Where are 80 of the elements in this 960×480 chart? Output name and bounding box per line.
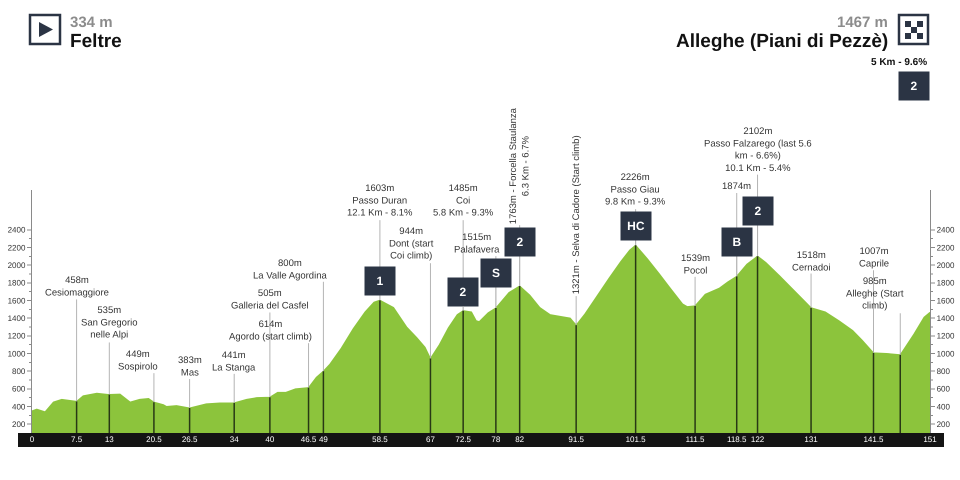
x-tick-label: 13 bbox=[104, 435, 114, 444]
x-tick-label: 141.5 bbox=[863, 435, 884, 444]
annotation: 2 bbox=[516, 235, 524, 249]
ref-line-label: 1603m Passo Duran 12.1 Km - 8.1% bbox=[347, 183, 414, 219]
x-tick-label: 34 bbox=[230, 435, 240, 444]
y-tick-label: 1600 bbox=[8, 296, 26, 306]
y-tick-label: 2400 bbox=[8, 226, 26, 235]
x-tick-label: 49 bbox=[318, 435, 328, 444]
ref-line-label: 505m Galleria del Casfel bbox=[231, 288, 309, 312]
x-tick-label: 151 bbox=[923, 435, 938, 444]
annotation: 1 bbox=[376, 274, 384, 288]
x-tick-label: 20.5 bbox=[146, 435, 162, 444]
ref-line-label: 1518m Cernadoi bbox=[792, 250, 831, 274]
text: Alleghe (Piani di Pezzè) bbox=[676, 31, 888, 52]
y2-tick-label: 2400 bbox=[936, 226, 955, 235]
ref-line-label: 441m La Stanga bbox=[212, 350, 256, 374]
x-tick-label: 122 bbox=[750, 435, 765, 444]
x-tick-label: 78 bbox=[491, 435, 501, 444]
y2-tick-label: 200 bbox=[936, 420, 950, 429]
y2-tick-label: 800 bbox=[936, 366, 950, 376]
y-tick-label: 1400 bbox=[8, 314, 26, 323]
text: 5 Km - 9.6% bbox=[871, 57, 928, 68]
ref-line-label: 535m San Gregorio nelle Alpi bbox=[81, 305, 138, 341]
x-tick-label: 118.5 bbox=[727, 435, 747, 444]
ref-line-label: 944m Dont (start Coi climb) bbox=[389, 226, 434, 262]
y2-tick-label: 600 bbox=[936, 384, 950, 394]
ref-line-label: 383m Mas bbox=[178, 355, 202, 378]
x-tick-label: 72.5 bbox=[455, 435, 472, 444]
y2-tick-label: 1200 bbox=[936, 332, 955, 341]
ref-line-label: 1321m - Selva di Cadore (Start climb) bbox=[571, 135, 582, 294]
x-tick-label: 101.5 bbox=[626, 435, 646, 444]
y2-tick-label: 1600 bbox=[936, 296, 955, 306]
y2-tick-label: 1400 bbox=[936, 314, 955, 323]
x-tick-label: 0 bbox=[30, 435, 35, 444]
y-tick-label: 200 bbox=[12, 420, 26, 429]
ref-line-label: 1539m Pocol bbox=[681, 253, 710, 276]
x-tick-label: 46.5 bbox=[300, 435, 317, 444]
text: Feltre bbox=[70, 31, 122, 52]
y2-tick-label: 2000 bbox=[936, 260, 955, 270]
ref-line-label: 458m Cesiomaggiore bbox=[45, 275, 109, 298]
x-tick-label: 67 bbox=[426, 435, 436, 444]
y2-tick-label: 1000 bbox=[936, 349, 955, 358]
ref-line-label: 1763m - Forcella Staulanza 6.3 Km - 6.7% bbox=[508, 107, 532, 224]
y2-tick-label: 2200 bbox=[936, 243, 955, 252]
annotation: 2 bbox=[754, 204, 762, 218]
y-tick-label: 600 bbox=[12, 384, 26, 394]
y-tick-label: 1000 bbox=[8, 349, 26, 358]
y-tick-label: 2200 bbox=[8, 243, 26, 252]
ref-line-label: 614m Agordo (start climb) bbox=[229, 319, 312, 342]
text: 2 bbox=[910, 79, 918, 93]
ref-line-label: 1485m Coi 5.8 Km - 9.3% bbox=[433, 183, 494, 219]
ref-line-label: 449m Sospirolo bbox=[118, 349, 158, 372]
x-tick-label: 111.5 bbox=[686, 435, 706, 444]
text: 1467 m bbox=[837, 14, 888, 31]
annotation: S bbox=[492, 266, 500, 280]
y2-tick-label: 1800 bbox=[936, 278, 955, 288]
x-tick-label: 131 bbox=[804, 435, 818, 444]
y-tick-label: 1200 bbox=[8, 332, 26, 341]
y2-tick-label: 400 bbox=[936, 402, 950, 412]
text: 334 m bbox=[70, 14, 113, 31]
ref-line-label: 2102m Passo Falzarego (last 5.6 km - 6.6%) 10.1 Km - 5.4% bbox=[704, 126, 812, 174]
ref-line-label: 1874m bbox=[722, 181, 752, 192]
x-tick-label: 58.5 bbox=[372, 435, 388, 444]
x-tick-label: 91.5 bbox=[568, 435, 584, 444]
y-tick-label: 2000 bbox=[8, 260, 26, 270]
y-tick-label: 400 bbox=[12, 402, 26, 412]
x-tick-label: 7.5 bbox=[71, 435, 83, 444]
x-tick-label: 40 bbox=[265, 435, 275, 444]
annotation: HC bbox=[627, 219, 645, 233]
ref-line-label: 1007m Caprile bbox=[859, 246, 890, 270]
y-tick-label: 1800 bbox=[8, 278, 26, 288]
annotation: B bbox=[732, 235, 742, 249]
ref-line-label: 985m Alleghe (Start climb) bbox=[846, 276, 904, 312]
annotation: 2 bbox=[460, 285, 466, 299]
y-tick-label: 800 bbox=[12, 366, 26, 376]
ref-line-label: 800m La Valle Agordina bbox=[253, 258, 328, 282]
ref-line-label: 1515m Palafavera bbox=[454, 232, 500, 256]
x-tick-label: 26.5 bbox=[182, 435, 198, 444]
x-tick-label: 82 bbox=[515, 435, 525, 444]
ref-line-label: 2226m Passo Giau 9.8 Km - 9.3% bbox=[605, 172, 666, 208]
